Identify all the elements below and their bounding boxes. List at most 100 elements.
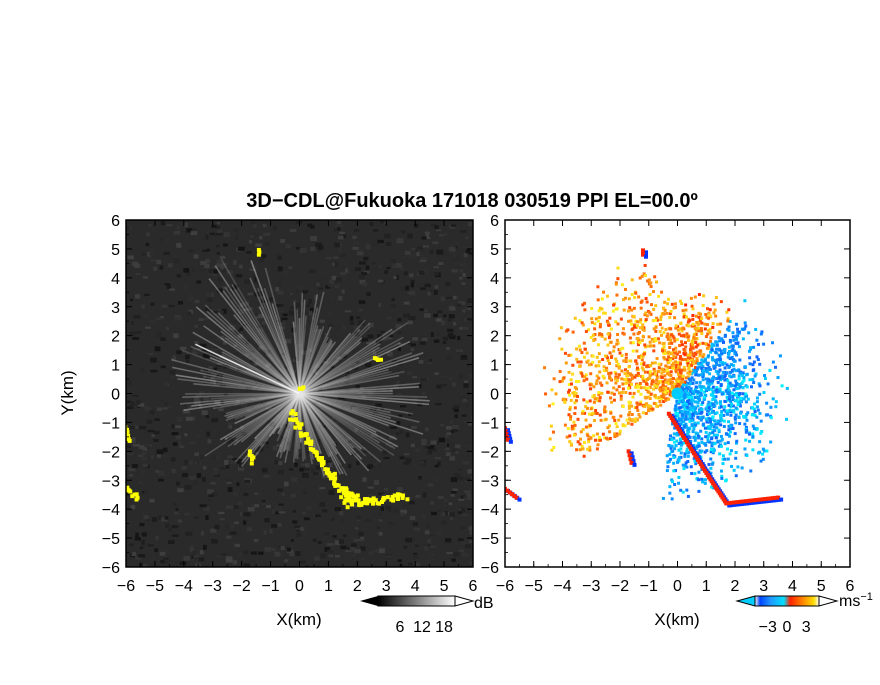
velocity-pixel: [639, 382, 642, 385]
velocity-pixel: [683, 368, 686, 371]
velocity-pixel: [585, 330, 588, 333]
velocity-pixel: [701, 408, 704, 411]
edge-pixel-blue: [779, 498, 783, 502]
noise-cell: [172, 525, 179, 528]
noise-cell: [386, 337, 393, 339]
velocity-pixel: [675, 378, 678, 381]
velocity-pixel: [673, 483, 676, 486]
velocity-pixel: [757, 452, 760, 455]
noise-cell: [465, 236, 468, 239]
velocity-pixel: [707, 378, 710, 381]
velocity-pixel: [728, 435, 731, 438]
velocity-pixel: [673, 432, 676, 435]
velocity-pixel: [715, 363, 718, 366]
noise-cell: [231, 524, 234, 529]
velocity-pixel: [685, 461, 688, 464]
velocity-pixel: [591, 361, 594, 364]
noise-cell: [416, 449, 419, 452]
velocity-pixel: [735, 382, 738, 385]
noise-cell: [146, 233, 150, 237]
velocity-pixel: [649, 341, 652, 344]
noise-cell: [460, 263, 466, 266]
noise-cell: [161, 366, 166, 369]
noise-cell: [449, 314, 455, 318]
velocity-pixel: [637, 295, 640, 298]
noise-cell: [169, 288, 175, 290]
noise-cell: [132, 395, 138, 397]
velocity-pixel: [672, 456, 675, 459]
velocity-pixel: [613, 419, 616, 422]
flag-pixel: [379, 358, 383, 362]
y-tick-label: −1: [102, 415, 120, 432]
noise-cell: [206, 249, 210, 251]
noise-cell: [397, 318, 401, 322]
noise-cell: [310, 247, 315, 251]
y-tick-label: 2: [490, 329, 499, 346]
velocity-pixel: [677, 476, 680, 479]
velocity-pixel: [636, 324, 639, 327]
velocity-pixel: [562, 398, 565, 401]
noise-cell: [331, 489, 335, 491]
velocity-pixel: [731, 344, 734, 347]
noise-cell: [152, 434, 155, 437]
noise-cell: [318, 541, 322, 544]
velocity-pixel: [695, 385, 698, 388]
velocity-pixel: [728, 346, 731, 349]
velocity-pixel: [598, 352, 601, 355]
y-tick-label: −4: [102, 502, 120, 519]
velocity-pixel: [747, 398, 750, 401]
noise-cell: [378, 280, 384, 283]
y-tick-label: 3: [490, 300, 499, 317]
noise-cell: [252, 543, 257, 546]
velocity-pixel: [589, 372, 592, 375]
velocity-pixel: [662, 384, 665, 387]
velocity-pixel: [659, 330, 662, 333]
noise-cell: [201, 237, 206, 240]
velocity-pixel: [699, 430, 702, 433]
noise-cell: [293, 510, 296, 513]
velocity-pixel: [751, 363, 754, 366]
velocity-pixel: [662, 387, 665, 390]
noise-cell: [207, 499, 212, 501]
velocity-pixel: [738, 359, 741, 362]
noise-cell: [165, 516, 169, 519]
x-tick-label: −3: [204, 578, 222, 595]
noise-cell: [249, 560, 256, 562]
noise-cell: [216, 259, 221, 263]
velocity-pixel: [662, 342, 665, 345]
noise-cell: [436, 250, 443, 255]
velocity-pixel: [652, 308, 655, 311]
velocity-pixel: [700, 327, 703, 330]
noise-cell: [130, 426, 135, 429]
noise-cell: [153, 431, 159, 434]
noise-cell: [290, 293, 293, 295]
chart-title: 3D−CDL@Fukuoka 171018 030519 PPI EL=00.0…: [246, 190, 698, 212]
velocity-pixel: [695, 346, 698, 349]
noise-cell: [277, 523, 281, 527]
noise-cell: [415, 495, 420, 498]
noise-cell: [161, 305, 167, 308]
velocity-pixel: [709, 340, 712, 343]
velocity-pixel: [775, 400, 778, 403]
noise-cell: [157, 449, 164, 454]
velocity-pixel: [628, 407, 631, 410]
velocity-pixel: [739, 400, 742, 403]
velocity-pixel: [644, 264, 647, 267]
flag-pixel: [309, 442, 313, 446]
noise-cell: [184, 222, 188, 227]
velocity-pixel: [569, 418, 572, 421]
noise-cell: [334, 284, 339, 288]
noise-cell: [163, 448, 167, 453]
velocity-pixel: [644, 371, 647, 374]
velocity-pixel: [752, 381, 755, 384]
velocity-pixel: [568, 408, 571, 411]
velocity-pixel: [707, 347, 710, 350]
noise-cell: [197, 434, 200, 436]
noise-cell: [194, 325, 198, 328]
colorbar-tick-label: −3: [759, 619, 777, 636]
velocity-pixel: [717, 422, 720, 425]
velocity-pixel: [684, 341, 687, 344]
noise-cell: [187, 273, 191, 276]
noise-cell: [420, 260, 427, 262]
velocity-pixel: [752, 368, 755, 371]
